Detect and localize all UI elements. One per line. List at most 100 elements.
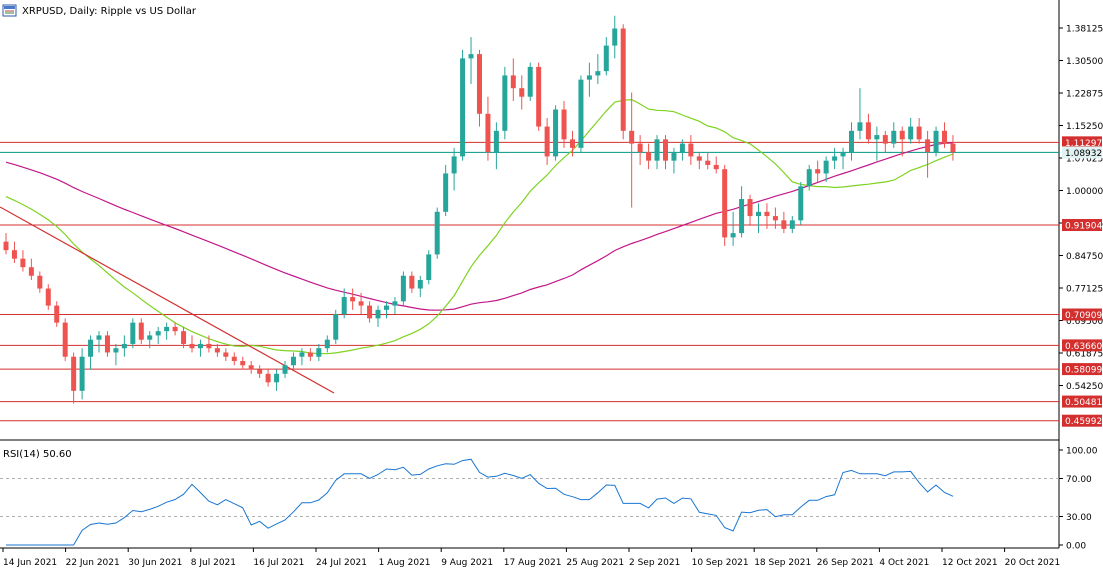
candle-body — [925, 139, 931, 153]
candle — [553, 105, 559, 161]
candle-body — [739, 199, 745, 234]
candle-body — [324, 339, 330, 349]
candle-body — [400, 275, 406, 302]
candle — [679, 139, 685, 161]
candle — [840, 147, 846, 170]
candle-body — [899, 130, 905, 140]
candle-body — [11, 250, 17, 259]
candle — [857, 88, 863, 140]
candle-body — [688, 143, 694, 157]
candle-body — [88, 339, 94, 357]
candle-body — [240, 360, 246, 366]
candle-body — [874, 135, 880, 140]
candle — [527, 62, 533, 101]
level-label: 0.91904 — [1065, 222, 1102, 232]
candle — [223, 348, 229, 361]
candle-body — [950, 143, 956, 153]
candle — [434, 207, 440, 259]
candle — [172, 322, 178, 336]
candle-body — [375, 309, 381, 319]
candle — [299, 348, 305, 366]
candle — [561, 100, 567, 148]
candle — [104, 331, 110, 357]
level-tag — [1062, 308, 1102, 321]
candle — [400, 271, 406, 306]
candle — [806, 164, 812, 191]
chart-window-icon[interactable] — [2, 4, 17, 17]
candle-body — [916, 126, 922, 140]
candle-body — [443, 173, 449, 212]
rsi-line — [6, 458, 954, 546]
candle-body — [231, 356, 237, 361]
current-price-label: 1.08932 — [1065, 149, 1102, 159]
candle-body — [832, 156, 838, 161]
candle — [417, 275, 423, 298]
level-tag — [1062, 414, 1102, 427]
time-tick-label: 10 Sep 2021 — [692, 558, 749, 568]
candle-body — [662, 139, 668, 161]
ma-fast-line — [5, 98, 954, 355]
candle-body — [755, 211, 761, 217]
candle — [231, 352, 237, 366]
candle-body — [654, 139, 660, 161]
candle-body — [290, 356, 296, 366]
time-tick-label: 22 Jun 2021 — [66, 558, 120, 568]
candle-body — [274, 373, 280, 383]
candle-body — [316, 348, 322, 357]
candle — [739, 186, 745, 238]
candle — [637, 135, 643, 165]
candle — [950, 135, 956, 161]
candle — [654, 135, 660, 170]
candle-body — [730, 233, 736, 238]
candle-body — [544, 126, 550, 157]
time-tick-label: 16 Jul 2021 — [253, 558, 304, 568]
candle — [713, 156, 719, 174]
trendline[interactable] — [0, 206, 335, 394]
candle — [798, 181, 804, 225]
candle-body — [798, 186, 804, 221]
candle-body — [79, 356, 85, 391]
candlesticks — [3, 15, 956, 404]
candle-body — [908, 126, 914, 140]
moving-averages — [5, 98, 954, 355]
candle — [451, 147, 457, 191]
candle-body — [815, 169, 821, 174]
candle-body — [637, 143, 643, 153]
candle-body — [350, 297, 356, 302]
candle — [781, 211, 787, 234]
time-tick-label: 4 Oct 2021 — [879, 558, 929, 568]
level-label: 0.63660 — [1065, 342, 1102, 352]
candle — [290, 352, 296, 370]
candle — [933, 126, 939, 157]
current-price-tag — [1062, 146, 1102, 159]
candle — [206, 335, 212, 353]
level-labels: 1.11297 0.91904 0.70909 0.63660 0.58099 0.504… — [1062, 136, 1102, 427]
downtrend-line[interactable] — [0, 206, 335, 394]
candle-body — [586, 75, 592, 80]
candle-body — [603, 45, 609, 72]
candle — [595, 54, 601, 84]
candle-body — [333, 314, 339, 340]
candle — [730, 211, 736, 246]
candle-body — [629, 130, 635, 144]
candle — [11, 241, 17, 263]
candle — [468, 37, 474, 84]
candle-body — [113, 348, 119, 353]
candle-body — [138, 322, 144, 340]
candle-body — [3, 241, 9, 251]
candle — [147, 331, 153, 349]
candle-body — [722, 169, 728, 238]
candle — [274, 369, 280, 391]
candle — [307, 348, 313, 361]
candle-body — [612, 28, 618, 46]
candle — [874, 126, 880, 161]
time-tick-label: 8 Jul 2021 — [191, 558, 236, 568]
candle — [908, 118, 914, 144]
candle-body — [299, 352, 305, 357]
candle-body — [71, 356, 77, 391]
candle — [375, 305, 381, 327]
candle-body — [891, 130, 897, 144]
candle — [519, 75, 525, 110]
